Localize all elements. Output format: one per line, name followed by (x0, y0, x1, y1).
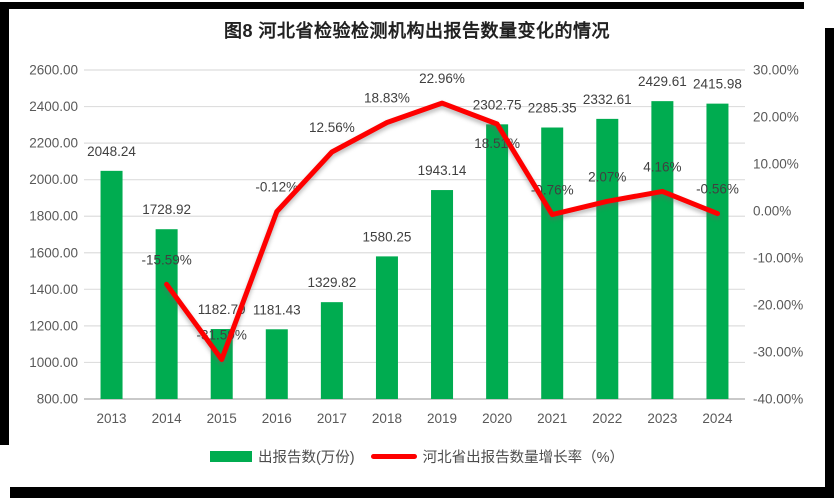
bar-data-label: 1943.14 (418, 163, 467, 178)
bar-data-label: 2048.24 (87, 144, 136, 159)
left-axis-tick: 2600.00 (29, 63, 78, 78)
bar-data-label: 2429.61 (638, 74, 687, 89)
right-axis-tick: -20.00% (753, 298, 803, 313)
bar-2018 (375, 256, 398, 399)
bar-data-label: 1182.79 (198, 302, 246, 317)
line-data-label: -0.12% (255, 180, 298, 195)
x-axis-category-label: 2020 (482, 411, 512, 426)
line-data-label: 12.56% (309, 120, 355, 135)
bar-data-label: 1329.82 (307, 275, 356, 290)
left-axis-tick: 800.00 (37, 392, 78, 407)
bar-data-label: 2302.75 (473, 97, 522, 112)
bar-data-label: 1580.25 (363, 229, 412, 244)
page-edge-left (0, 2, 9, 445)
line-data-label: 22.96% (419, 71, 465, 86)
left-axis-tick: 2200.00 (29, 136, 78, 151)
legend-bar-label: 出报告数(万份) (257, 450, 355, 466)
x-axis-category-label: 2018 (372, 411, 402, 426)
line-data-label: -0.56% (696, 182, 739, 197)
left-axis-tick: 2400.00 (29, 99, 78, 114)
legend-line-swatch-icon (370, 454, 417, 459)
x-axis-category-label: 2017 (317, 411, 347, 426)
right-axis-tick: 0.00% (753, 204, 791, 219)
bar-data-label: 1728.92 (142, 202, 191, 217)
right-axis-tick: 10.00% (753, 157, 799, 172)
bar-data-label: 2285.35 (528, 101, 577, 116)
x-axis-category-label: 2013 (97, 411, 127, 426)
x-axis-category-label: 2016 (262, 411, 292, 426)
bar-data-label: 1181.43 (253, 302, 301, 317)
right-axis-tick: -40.00% (753, 392, 803, 407)
bar-2020 (486, 124, 509, 400)
left-axis-tick: 1800.00 (29, 209, 78, 224)
growth-rate-line (164, 100, 720, 362)
page-edge-bottom (10, 487, 834, 498)
x-axis-category-label: 2024 (702, 411, 733, 426)
left-axis-tick: 1000.00 (29, 355, 78, 370)
page-edge-right (825, 28, 834, 498)
x-axis-category-label: 2022 (592, 411, 622, 426)
bar-2024 (706, 103, 729, 399)
legend-line-label: 河北省出报告数量增长率（%） (422, 450, 625, 466)
x-axis-category-label: 2014 (152, 411, 183, 426)
line-data-label: 4.16% (643, 159, 681, 174)
left-axis-tick: 1600.00 (29, 245, 78, 260)
bar-2021 (541, 127, 564, 400)
x-axis-category-label: 2023 (647, 411, 677, 426)
line-data-label: 18.83% (364, 90, 410, 105)
chart-legend: 出报告数(万份) 河北省出报告数量增长率（%） (0, 446, 834, 467)
chart-title: 图8 河北省检验检测机构出报告数量变化的情况 (223, 21, 610, 41)
line-data-label: 2.07% (588, 169, 626, 184)
right-axis-tick: 20.00% (753, 110, 799, 125)
left-axis-tick: 1400.00 (29, 282, 78, 297)
right-axis-tick: -10.00% (753, 251, 803, 266)
x-axis-category-label: 2021 (537, 411, 567, 426)
bar-2013 (100, 170, 123, 399)
left-axis-tick: 2000.00 (29, 172, 78, 187)
bar-2022 (596, 118, 619, 399)
legend-bar-swatch-icon (209, 451, 252, 462)
bar-2014 (155, 229, 178, 399)
x-axis-category-label: 2019 (427, 411, 457, 426)
page-edge-top (0, 2, 804, 9)
bar-2016 (265, 329, 288, 399)
right-axis-tick: 30.00% (753, 63, 799, 78)
bar-2023 (651, 101, 674, 400)
line-data-label: -15.59% (141, 252, 191, 267)
x-axis-category-label: 2015 (207, 411, 237, 426)
right-axis-tick: -30.00% (753, 345, 803, 360)
left-axis-tick: 1200.00 (29, 318, 78, 333)
bar-2017 (320, 302, 343, 399)
bar-data-label: 2332.61 (583, 92, 632, 107)
bar-2019 (431, 190, 454, 399)
bar-data-label: 2415.98 (693, 77, 742, 92)
